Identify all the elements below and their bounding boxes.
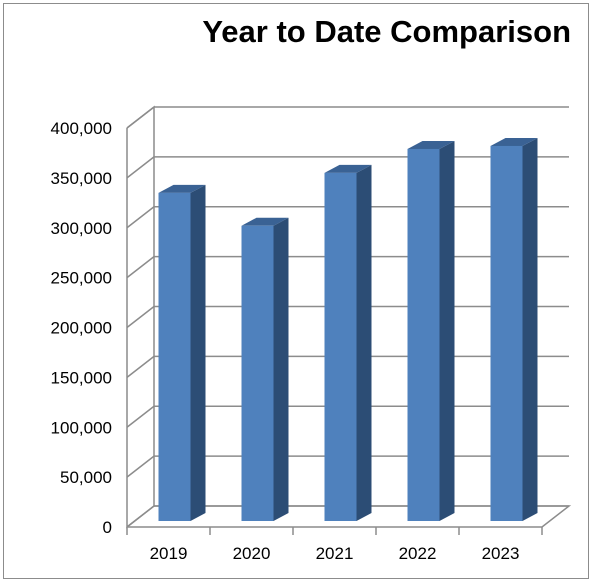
bar-side bbox=[356, 164, 372, 521]
bar-top bbox=[407, 140, 455, 149]
y-tick-label: 150,000 bbox=[51, 368, 112, 387]
gridline-side bbox=[126, 206, 155, 229]
x-tick-label: 2022 bbox=[399, 544, 437, 563]
bar-front bbox=[241, 225, 274, 521]
x-axis-tick-labels: 2019 2020 2021 2022 2023 bbox=[150, 544, 520, 563]
x-tick-label: 2020 bbox=[233, 544, 271, 563]
bar-side bbox=[522, 137, 538, 521]
y-tick-label: 200,000 bbox=[51, 319, 112, 338]
chart-bars bbox=[158, 137, 538, 521]
bar-top bbox=[158, 184, 206, 193]
bar-top bbox=[324, 164, 372, 173]
bar-front bbox=[407, 148, 440, 521]
y-tick-label: 100,000 bbox=[51, 418, 112, 437]
y-tick-label: 50,000 bbox=[60, 468, 112, 487]
gridline-side bbox=[126, 106, 155, 129]
x-tick-label: 2021 bbox=[316, 544, 354, 563]
gridline-side bbox=[126, 305, 155, 329]
bar bbox=[490, 137, 538, 521]
y-tick-label: 300,000 bbox=[51, 219, 112, 238]
bar-side bbox=[439, 140, 455, 521]
y-axis-tick-labels: 0 50,000 100,000 150,000 200,000 250,000 300,0… bbox=[51, 119, 112, 537]
bar-front bbox=[324, 172, 357, 521]
y-tick-label: 350,000 bbox=[51, 169, 112, 188]
bar-side bbox=[190, 184, 206, 521]
bar bbox=[241, 217, 289, 521]
x-tick-label: 2023 bbox=[482, 544, 520, 563]
bar-front bbox=[158, 192, 191, 521]
chart-title: Year to Date Comparison bbox=[202, 14, 571, 49]
bar-top bbox=[490, 137, 538, 146]
x-tick-label: 2019 bbox=[150, 544, 188, 563]
gridline-side bbox=[126, 505, 155, 528]
y-tick-label: 0 bbox=[103, 518, 112, 537]
gridline-side bbox=[126, 405, 155, 428]
y-tick-label: 400,000 bbox=[51, 119, 112, 138]
gridline-side bbox=[126, 355, 155, 378]
gridline-side bbox=[126, 156, 155, 179]
bar-front bbox=[490, 145, 523, 521]
bar-top bbox=[241, 217, 289, 226]
bar-side bbox=[273, 217, 289, 521]
bar bbox=[324, 164, 372, 521]
y-tick-label: 250,000 bbox=[51, 269, 112, 288]
gridline-side bbox=[126, 455, 155, 478]
gridline-side bbox=[126, 256, 155, 279]
bar bbox=[407, 140, 455, 521]
bar bbox=[158, 184, 206, 521]
